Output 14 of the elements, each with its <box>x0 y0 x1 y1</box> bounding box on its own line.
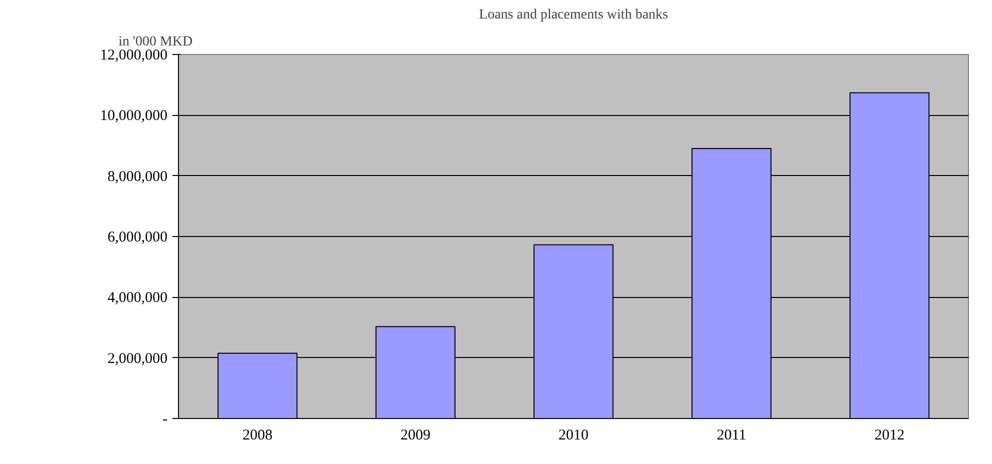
x-tick-label: 2009 <box>400 428 430 444</box>
y-axis-title: in '000 MKD <box>118 34 193 50</box>
y-tick-label: 8,000,000 <box>108 168 168 185</box>
chart-title: Loans and placements with banks <box>479 8 668 22</box>
y-tick-label: 4,000,000 <box>108 290 168 306</box>
y-tick-label: 6,000,000 <box>108 230 168 246</box>
y-tick-label: 12,000,000 <box>100 48 168 64</box>
x-tick-label: 2008 <box>242 428 272 444</box>
x-tick-label: 2012 <box>874 428 904 444</box>
x-tick-label: 2011 <box>716 428 746 444</box>
y-tick-label: 10,000,000 <box>100 108 168 124</box>
x-tick-label: 2010 <box>558 428 588 444</box>
y-tick-label: - <box>162 412 168 428</box>
y-tick-label: 2,000,000 <box>108 350 168 367</box>
